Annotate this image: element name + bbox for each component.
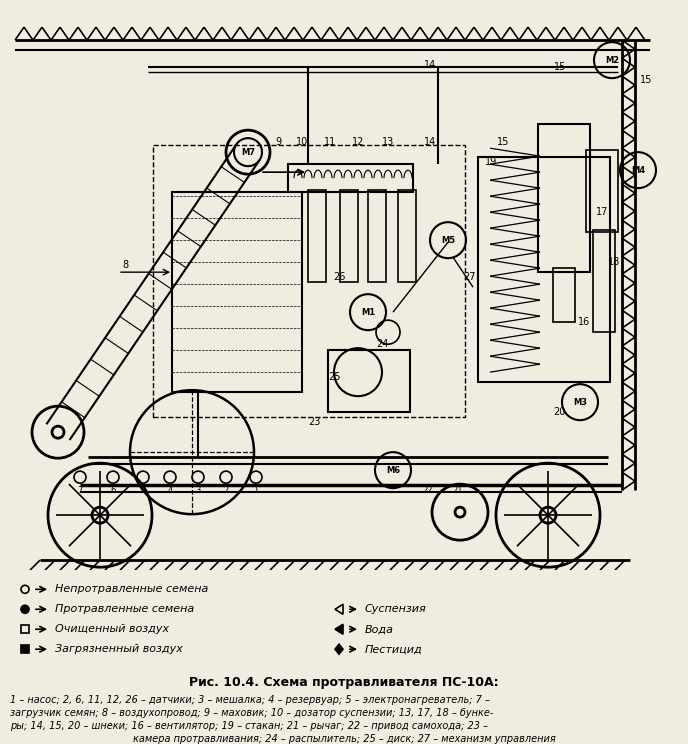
Text: M1: M1: [361, 308, 375, 317]
Text: 3: 3: [195, 486, 201, 495]
Text: 20: 20: [553, 407, 566, 417]
Polygon shape: [335, 644, 343, 654]
Text: 17: 17: [596, 207, 608, 217]
Text: 14: 14: [424, 60, 436, 70]
Text: 15: 15: [554, 62, 566, 72]
Text: 25: 25: [328, 372, 341, 382]
Text: 11: 11: [324, 137, 336, 147]
Text: 19: 19: [485, 157, 497, 167]
Bar: [153, 145, 465, 417]
Text: 12: 12: [352, 137, 364, 147]
Text: камера протравливания; 24 – распылитель; 25 – диск; 27 – механизм управления: камера протравливания; 24 – распылитель;…: [133, 734, 555, 744]
Bar: [368, 190, 386, 282]
Text: 18: 18: [608, 257, 621, 267]
Bar: [538, 124, 590, 272]
Text: 21: 21: [453, 486, 463, 495]
Text: 27: 27: [463, 272, 475, 282]
Text: 10: 10: [296, 137, 308, 147]
Text: M2: M2: [605, 56, 619, 65]
Bar: [586, 150, 618, 232]
Text: M4: M4: [631, 166, 645, 175]
Text: ры; 14, 15, 20 – шнеки; 16 – вентилятор; 19 – стакан; 21 – рычаг; 22 – привод са: ры; 14, 15, 20 – шнеки; 16 – вентилятор;…: [10, 721, 488, 731]
Bar: [288, 164, 413, 192]
Bar: [172, 192, 302, 392]
Text: 5: 5: [140, 486, 146, 495]
Circle shape: [21, 606, 29, 613]
Text: 2: 2: [224, 486, 228, 495]
Bar: [398, 190, 416, 282]
Text: Суспензия: Суспензия: [365, 604, 427, 615]
Bar: [553, 268, 575, 322]
Text: 4: 4: [167, 486, 173, 495]
Polygon shape: [335, 624, 343, 634]
Text: Протравленные семена: Протравленные семена: [55, 604, 194, 615]
Bar: [21, 625, 29, 633]
Text: M7: M7: [241, 147, 255, 157]
Text: 13: 13: [382, 137, 394, 147]
Bar: [308, 190, 326, 282]
Text: M6: M6: [386, 466, 400, 475]
Bar: [478, 157, 610, 382]
Text: 7: 7: [77, 486, 83, 495]
Text: 9: 9: [275, 137, 281, 147]
Text: 8: 8: [122, 260, 128, 270]
Text: 14: 14: [424, 137, 436, 147]
Text: 1: 1: [253, 486, 259, 495]
Text: 15: 15: [640, 75, 652, 85]
Text: M3: M3: [573, 397, 587, 407]
Text: 22: 22: [422, 486, 433, 495]
Bar: [21, 645, 29, 653]
Text: Очищенный воздух: Очищенный воздух: [55, 624, 169, 634]
Text: загрузчик семян; 8 – воздухопровод; 9 – маховик; 10 – дозатор суспензии; 13, 17,: загрузчик семян; 8 – воздухопровод; 9 – …: [10, 708, 493, 718]
Bar: [340, 190, 358, 282]
Text: 16: 16: [578, 317, 590, 327]
Text: 6: 6: [110, 486, 116, 495]
Bar: [328, 350, 410, 412]
Text: Непротравленные семена: Непротравленные семена: [55, 584, 208, 594]
Text: 15: 15: [497, 137, 509, 147]
Text: M5: M5: [441, 236, 455, 245]
Text: Загрязненный воздух: Загрязненный воздух: [55, 644, 183, 654]
Bar: [593, 230, 615, 332]
Text: 23: 23: [308, 417, 321, 427]
Text: 26: 26: [333, 272, 345, 282]
Text: Пестицид: Пестицид: [365, 644, 422, 654]
Text: 24: 24: [376, 339, 388, 349]
Text: 1 – насос; 2, 6, 11, 12, 26 – датчики; 3 – мешалка; 4 – резервуар; 5 – электрона: 1 – насос; 2, 6, 11, 12, 26 – датчики; 3…: [10, 695, 490, 705]
Text: Вода: Вода: [365, 624, 394, 634]
Text: Рис. 10.4. Схема протравливателя ПС-10А:: Рис. 10.4. Схема протравливателя ПС-10А:: [189, 676, 499, 689]
